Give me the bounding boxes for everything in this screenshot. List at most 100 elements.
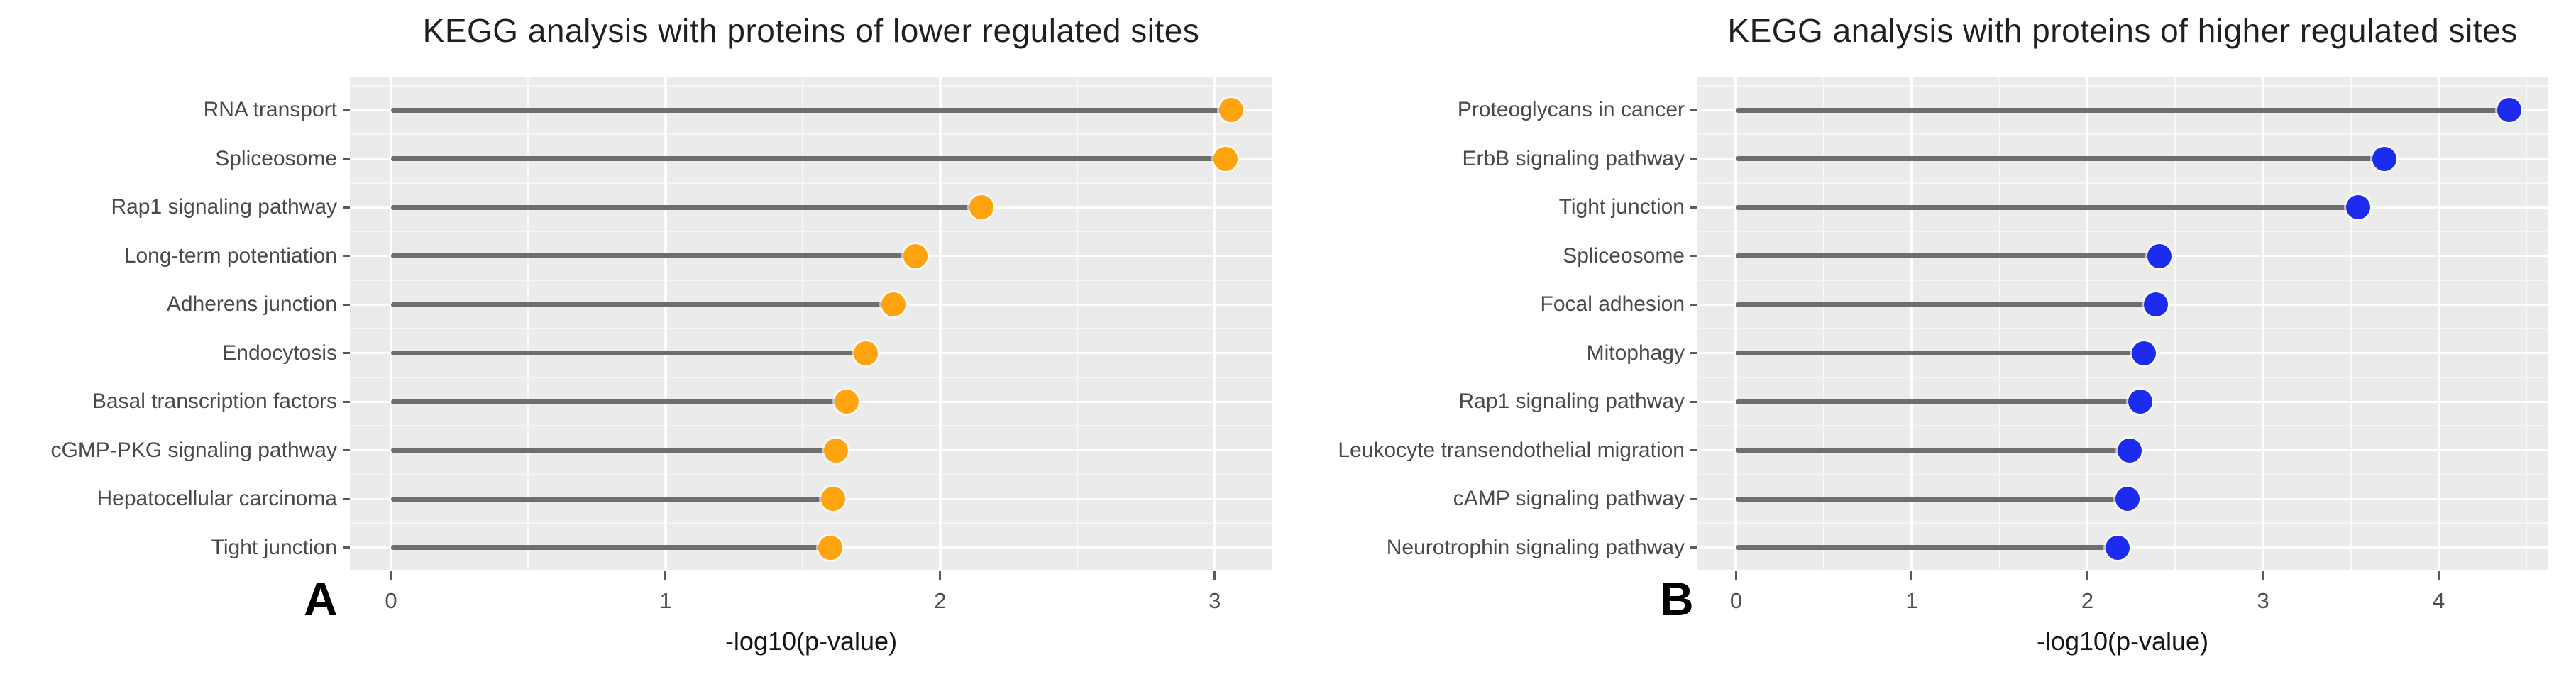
lollipop-stem — [391, 545, 831, 550]
category-label: Hepatocellular carcinoma — [97, 487, 338, 510]
gridline-vertical-minor — [2174, 77, 2176, 570]
chart-lower-regulated-sites: KEGG analysis with proteins of lower reg… — [50, 12, 1272, 656]
x-axis-tick — [939, 571, 942, 580]
lollipop-stem — [391, 351, 866, 355]
panel-letter-a: A — [304, 573, 338, 625]
category-label: Proteoglycans in cancer — [1457, 98, 1685, 121]
y-axis-tick — [1690, 497, 1697, 500]
category-label: cGMP-PKG signaling pathway — [50, 438, 337, 462]
lollipop-stem — [391, 253, 916, 258]
y-axis-tick — [343, 109, 350, 111]
lollipop-stem — [1736, 253, 2159, 258]
lollipop-dot — [818, 535, 843, 560]
y-axis-tick — [1690, 206, 1697, 209]
category-label: Basal transcription factors — [92, 390, 337, 413]
x-tick-label: 2 — [2081, 588, 2094, 613]
panel-letter-b: B — [1660, 573, 1694, 625]
panel-background — [350, 77, 1272, 570]
x-tick-label: 1 — [659, 588, 672, 613]
gridline-vertical-major — [1910, 77, 1913, 570]
gridline-vertical-minor — [2350, 77, 2352, 570]
gridline-horizontal-minor — [1697, 84, 2548, 87]
lollipop-stem — [1736, 302, 2157, 307]
gridline-vertical-minor — [1823, 77, 1825, 570]
lollipop-stem — [391, 204, 981, 210]
gridline-vertical-minor — [2526, 77, 2528, 570]
gridline-horizontal-minor — [1697, 133, 2548, 136]
x-axis-tick — [664, 571, 667, 580]
lollipop-stem — [1736, 156, 2384, 161]
y-axis-tick — [1690, 109, 1697, 111]
lollipop-dot — [881, 292, 906, 316]
gridline-horizontal-minor — [350, 279, 1272, 281]
y-axis-tick — [343, 206, 350, 209]
gridline-vertical-major — [2086, 77, 2089, 570]
y-axis-tick — [1690, 449, 1697, 451]
lollipop-dot — [2115, 487, 2140, 511]
lollipop-dot — [2131, 341, 2156, 365]
x-axis-tick — [2086, 571, 2088, 580]
x-axis-tick — [1734, 571, 1737, 580]
gridline-vertical-minor — [1077, 77, 1079, 570]
gridline-horizontal-minor — [1697, 425, 2548, 427]
x-tick-label: 0 — [1729, 588, 1743, 613]
lollipop-stem — [391, 107, 1231, 113]
category-label: Rap1 signaling pathway — [1458, 390, 1685, 413]
gridline-horizontal-minor — [350, 522, 1272, 524]
lollipop-dot — [2497, 98, 2521, 122]
y-axis-tick — [1690, 546, 1697, 549]
category-label: ErbB signaling pathway — [1462, 146, 1685, 170]
chart-title: KEGG analysis with proteins of lower reg… — [422, 12, 1200, 49]
gridline-vertical-minor — [527, 77, 529, 570]
x-axis-title: -log10(p-value) — [2036, 627, 2209, 656]
lollipop-dot — [2117, 438, 2142, 463]
gridline-horizontal-minor — [1697, 279, 2548, 281]
lollipop-dot — [903, 243, 928, 268]
lollipop-dot — [1218, 98, 1243, 122]
y-axis-tick — [343, 303, 350, 306]
y-axis-tick — [343, 497, 350, 500]
x-tick-label: 1 — [1905, 588, 1918, 613]
x-tick-label: 4 — [2432, 588, 2445, 613]
lollipop-stem — [1736, 399, 2140, 404]
lollipop-stem — [391, 399, 847, 404]
gridline-vertical-minor — [802, 77, 804, 570]
x-tick-label: 3 — [1209, 588, 1221, 613]
category-label: cAMP signaling pathway — [1453, 487, 1685, 510]
category-label: RNA transport — [203, 98, 337, 121]
gridline-vertical-major — [2437, 77, 2440, 570]
lollipop-dot — [835, 390, 859, 414]
lollipop-dot — [2345, 195, 2370, 219]
y-axis-tick — [1690, 255, 1697, 257]
category-label: Leukocyte transendothelial migration — [1338, 438, 1685, 462]
x-axis-tick — [1910, 571, 1913, 580]
category-label: Neurotrophin signaling pathway — [1386, 535, 1685, 559]
gridline-vertical-major — [1213, 77, 1216, 570]
lollipop-dot — [969, 195, 993, 219]
category-label: Focal adhesion — [1540, 292, 1685, 316]
gridline-vertical-major — [1734, 77, 1738, 570]
x-tick-label: 3 — [2257, 588, 2269, 613]
category-label: Spliceosome — [1563, 243, 1685, 268]
lollipop-stem — [391, 302, 894, 307]
y-axis-tick — [343, 352, 350, 354]
gridline-horizontal-minor — [1697, 473, 2548, 475]
x-tick-label: 0 — [385, 588, 397, 613]
gridline-horizontal-minor — [350, 182, 1272, 184]
y-axis-tick — [343, 158, 350, 160]
category-label: Adherens junction — [166, 292, 337, 316]
lollipop-stem — [1736, 351, 2144, 355]
y-axis-tick — [343, 255, 350, 257]
lollipop-stem — [1736, 545, 2118, 550]
y-axis-tick — [1690, 158, 1697, 160]
x-axis-tick — [1213, 571, 1216, 580]
category-label: Tight junction — [211, 535, 337, 559]
lollipop-stem — [1736, 496, 2128, 502]
y-axis-tick — [343, 400, 350, 403]
lollipop-dot — [1213, 146, 1238, 171]
gridline-horizontal-minor — [350, 328, 1272, 330]
y-axis-tick — [343, 449, 350, 451]
lollipop-dot — [2105, 535, 2130, 560]
y-axis-tick — [1690, 303, 1697, 306]
